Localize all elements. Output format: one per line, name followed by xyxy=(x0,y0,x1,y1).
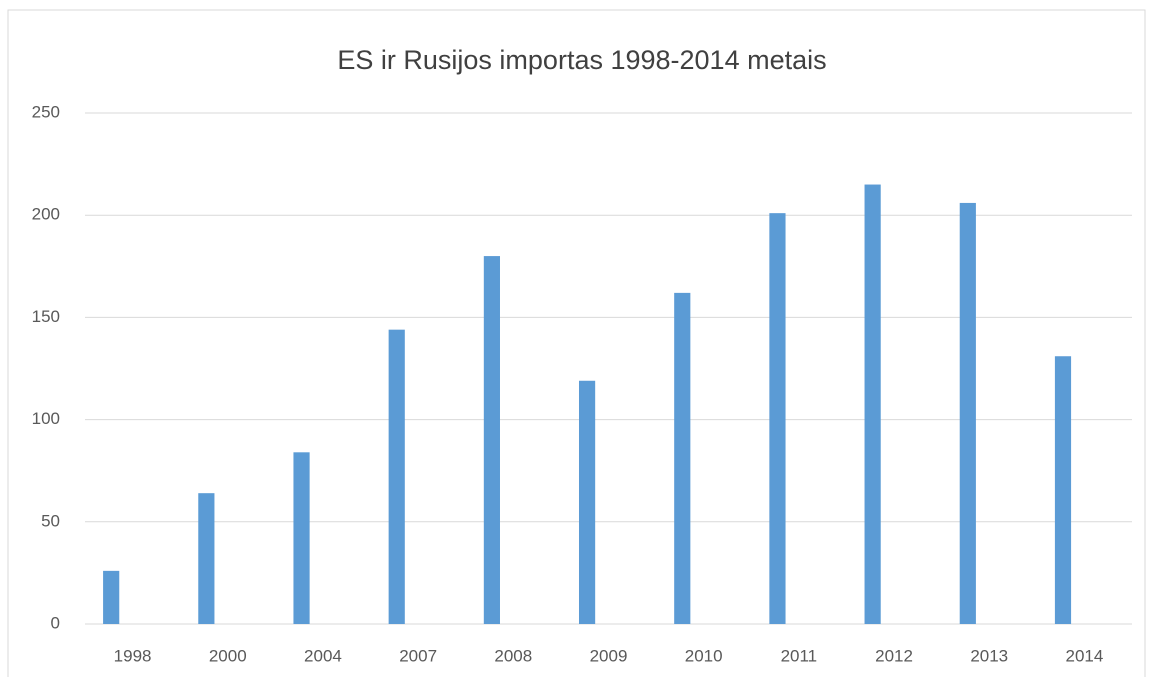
bar xyxy=(293,452,310,624)
bar xyxy=(483,256,500,624)
bar xyxy=(769,213,786,624)
bar xyxy=(388,329,405,624)
bar xyxy=(1054,356,1072,624)
bar xyxy=(674,292,691,624)
bar xyxy=(578,380,596,624)
chart-title: ES ir Rusijos importas 1998-2014 metais xyxy=(337,45,826,75)
y-tick-label: 150 xyxy=(32,307,60,326)
chart-border xyxy=(7,9,1146,677)
y-tick-label: 50 xyxy=(41,511,60,530)
x-tick-label: 2011 xyxy=(781,646,818,665)
bar xyxy=(103,570,120,624)
bar xyxy=(198,493,215,624)
bar xyxy=(864,184,881,625)
x-tick-label: 2010 xyxy=(685,646,723,665)
x-tick-label: 1998 xyxy=(114,646,152,665)
y-tick-label: 250 xyxy=(32,102,60,121)
x-tick-label: 2004 xyxy=(304,646,342,665)
y-tick-label: 100 xyxy=(32,409,60,428)
bar xyxy=(959,202,976,624)
x-tick-label: 2013 xyxy=(970,646,1008,665)
x-tick-label: 2007 xyxy=(399,646,437,665)
y-tick-label: 200 xyxy=(32,205,60,224)
x-tick-label: 2014 xyxy=(1065,646,1103,665)
x-tick-label: 2008 xyxy=(494,646,532,665)
x-tick-label: 2012 xyxy=(875,646,913,665)
x-tick-label: 2009 xyxy=(590,646,628,665)
y-tick-label: 0 xyxy=(51,613,60,632)
x-tick-label: 2000 xyxy=(209,646,247,665)
